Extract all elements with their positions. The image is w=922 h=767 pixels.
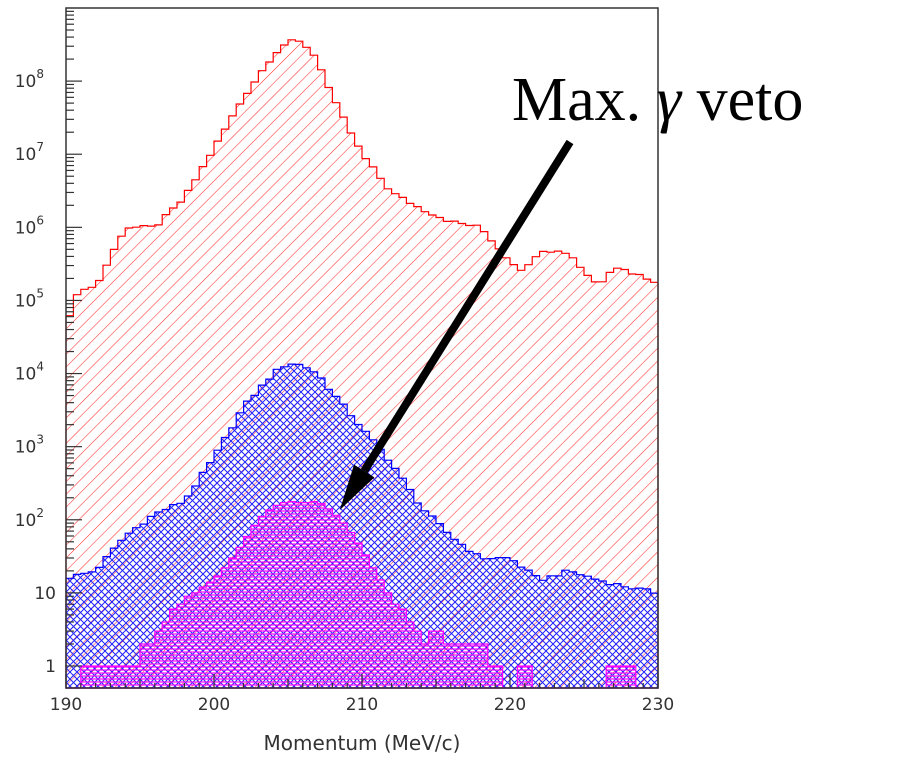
x-tick-label: 200 bbox=[198, 695, 230, 715]
annotation-arrowhead bbox=[339, 464, 375, 510]
y-tick-label: 103 bbox=[15, 433, 44, 458]
annotation-arrow bbox=[360, 139, 574, 474]
y-tick-label: 104 bbox=[15, 360, 44, 385]
histogram-series-horizontal bbox=[66, 501, 658, 689]
y-tick-label: 107 bbox=[15, 140, 44, 165]
x-axis-title: Momentum (MeV/c) bbox=[264, 731, 461, 755]
x-tick-label: 190 bbox=[50, 695, 82, 715]
y-tick-label: 106 bbox=[15, 213, 44, 238]
x-tick-label: 230 bbox=[642, 695, 674, 715]
series-layer bbox=[65, 39, 659, 689]
annotation-text-tail: veto bbox=[681, 66, 803, 134]
x-tick-label: 220 bbox=[494, 695, 526, 715]
annotation-label: Max. γ veto bbox=[512, 66, 803, 134]
x-tick-label: 210 bbox=[346, 695, 378, 715]
max-gamma-veto-annotation: Max. γ veto bbox=[339, 66, 803, 510]
annotation-gamma-symbol: γ bbox=[657, 66, 683, 134]
y-tick-label: 1 bbox=[45, 657, 56, 677]
y-tick-label: 108 bbox=[15, 67, 44, 92]
y-tick-label: 10 bbox=[34, 584, 56, 604]
y-tick-label: 102 bbox=[15, 506, 44, 531]
y-tick-label: 105 bbox=[15, 286, 44, 311]
annotation-text-main: Max. bbox=[512, 66, 657, 134]
tick-labels: 190 200 210 220 230 1 10 102 103 104 105 106 107 108 bbox=[15, 67, 675, 715]
axis-ticks bbox=[65, 10, 659, 688]
